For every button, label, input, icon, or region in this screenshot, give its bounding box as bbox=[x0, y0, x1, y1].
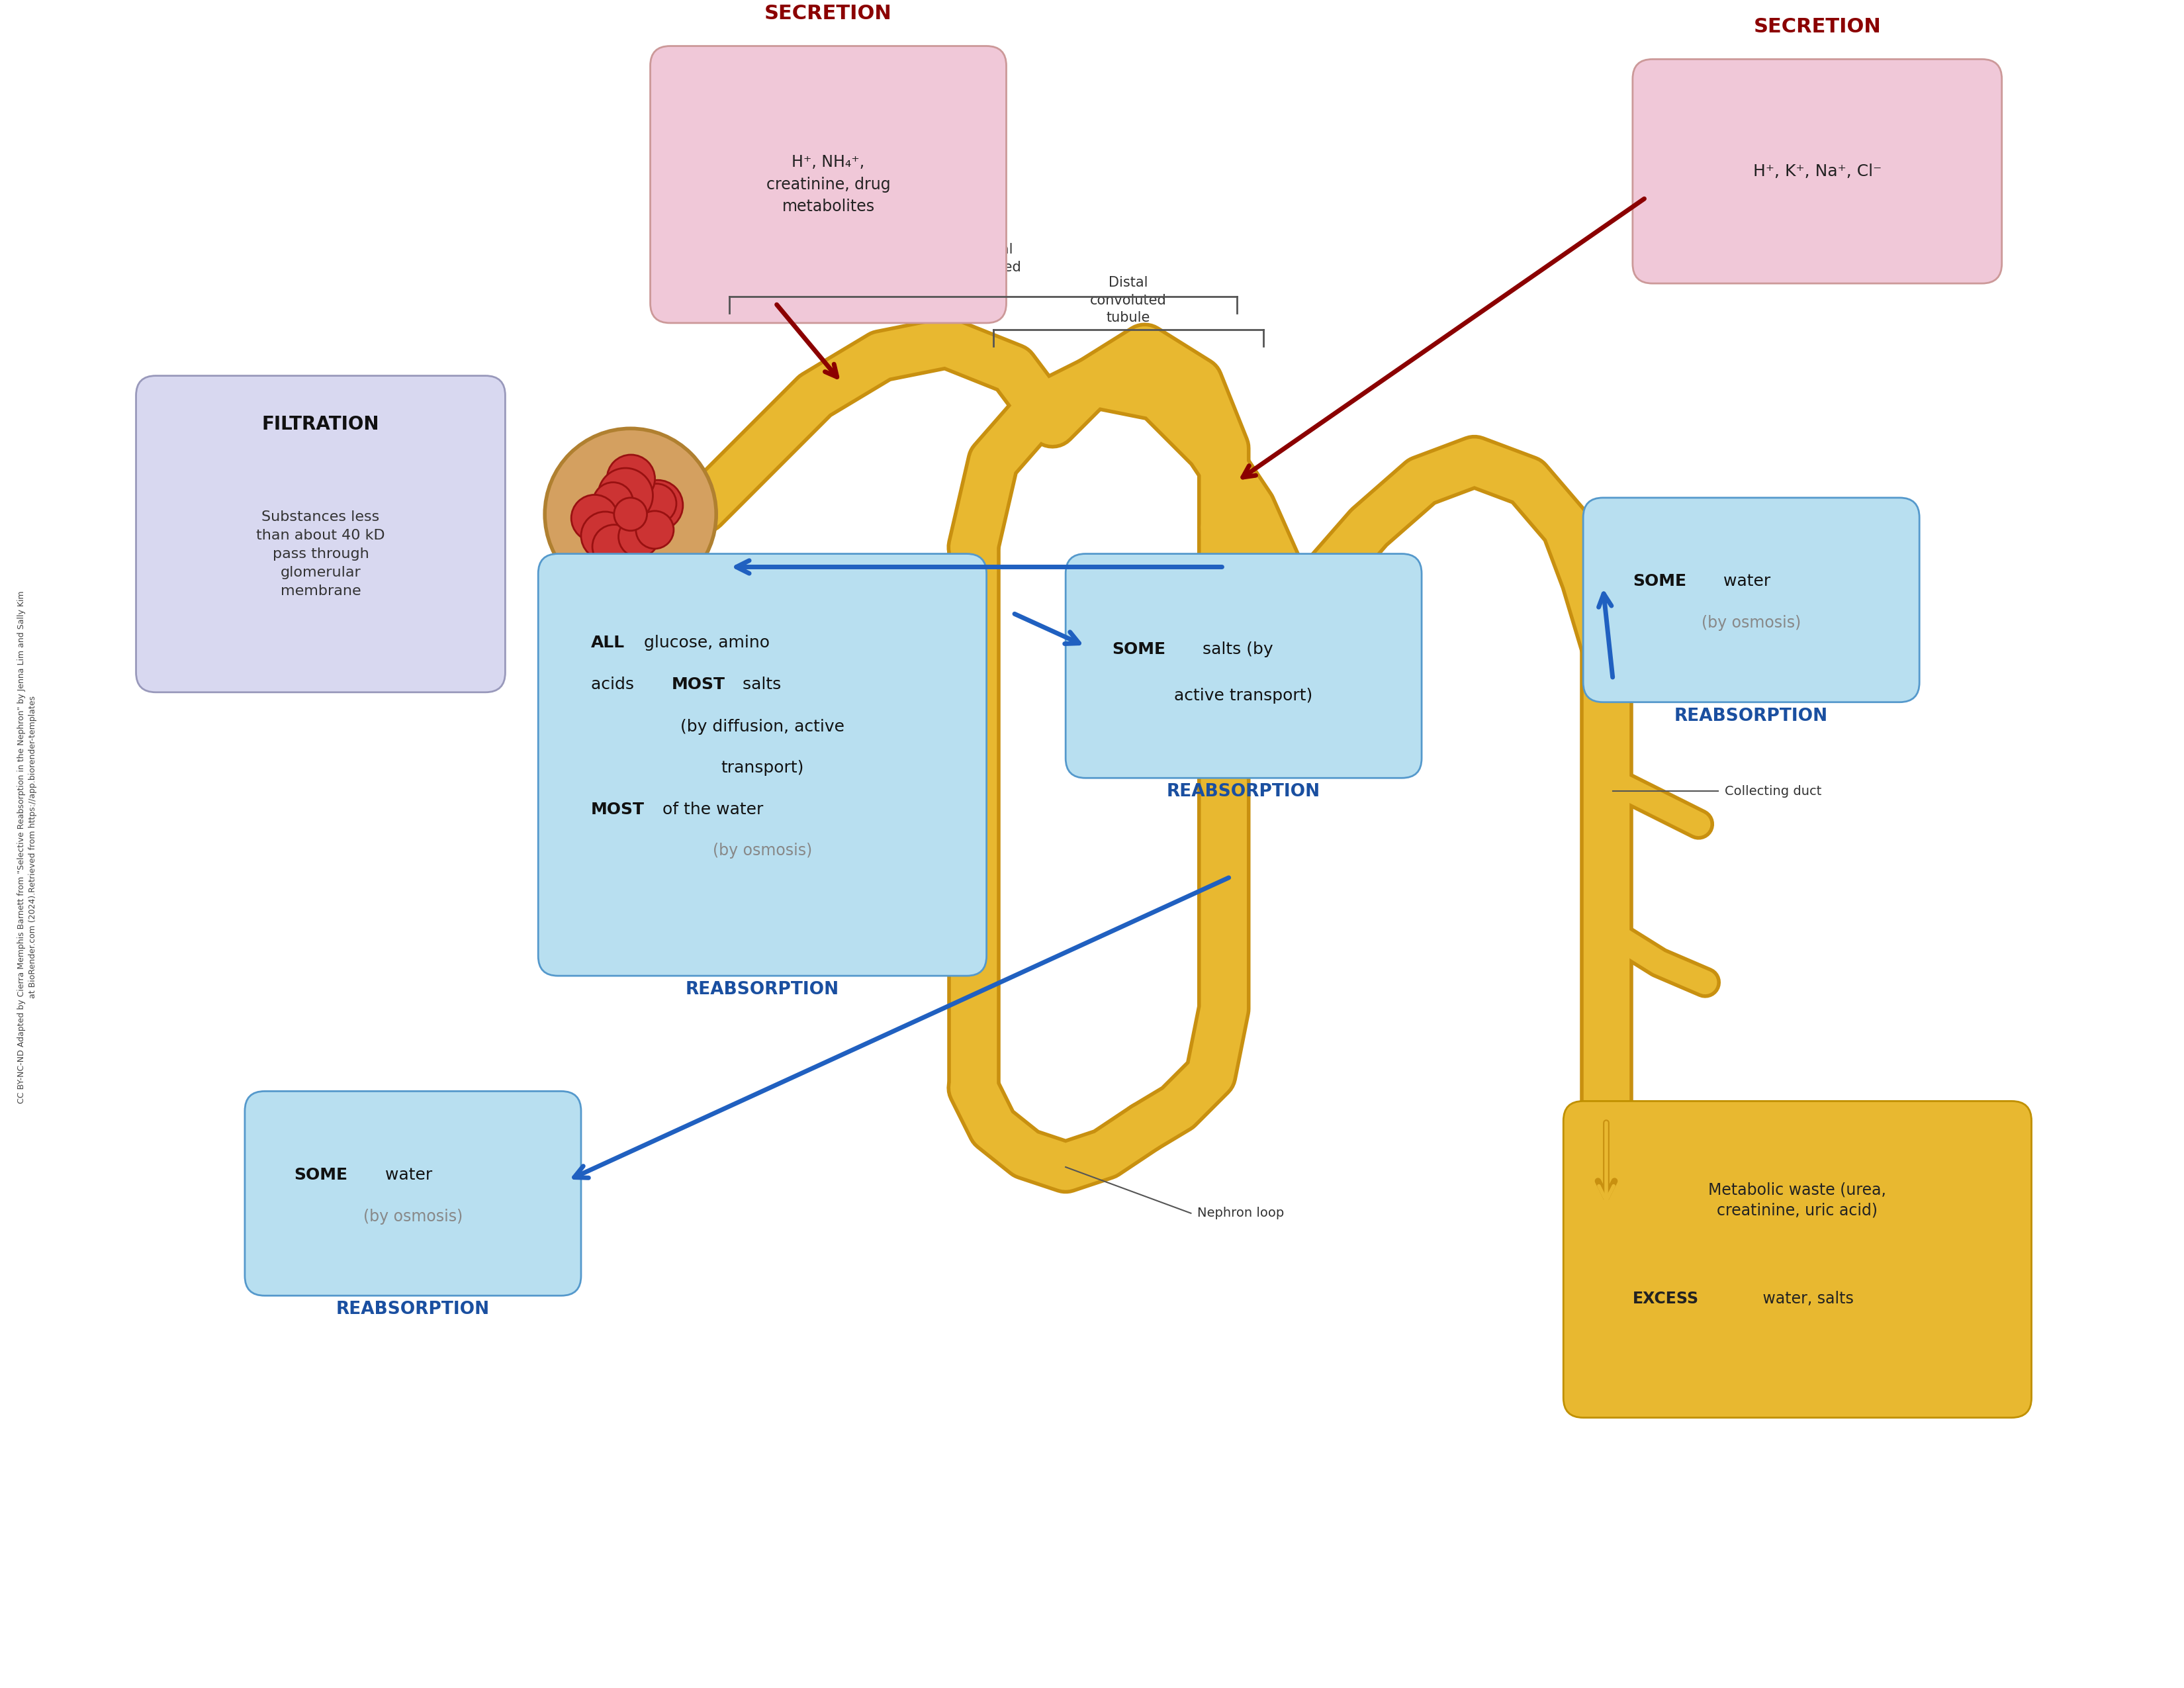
Text: (by osmosis): (by osmosis) bbox=[1701, 614, 1802, 631]
Text: transport): transport) bbox=[721, 760, 804, 776]
Circle shape bbox=[592, 483, 633, 523]
Text: salts: salts bbox=[738, 677, 782, 692]
Circle shape bbox=[618, 517, 660, 557]
Circle shape bbox=[581, 511, 629, 560]
Circle shape bbox=[572, 495, 618, 542]
Text: water: water bbox=[380, 1166, 432, 1183]
Text: of the water: of the water bbox=[657, 802, 762, 817]
Circle shape bbox=[607, 454, 655, 503]
Text: REABSORPTION: REABSORPTION bbox=[336, 1301, 489, 1318]
Text: ALL: ALL bbox=[592, 635, 625, 652]
Circle shape bbox=[598, 468, 653, 523]
Text: SECRETION: SECRETION bbox=[1754, 17, 1880, 35]
Text: SOME: SOME bbox=[295, 1166, 347, 1183]
Text: Proximal
convoluted
tubule: Proximal convoluted tubule bbox=[946, 243, 1022, 292]
FancyBboxPatch shape bbox=[135, 376, 505, 692]
Text: H⁺, K⁺, Na⁺, Cl⁻: H⁺, K⁺, Na⁺, Cl⁻ bbox=[1754, 164, 1880, 179]
Text: EXCESS: EXCESS bbox=[1634, 1291, 1699, 1307]
Text: MOST: MOST bbox=[592, 802, 644, 817]
Circle shape bbox=[544, 429, 716, 599]
Text: active transport): active transport) bbox=[1175, 687, 1313, 704]
Text: (by diffusion, active: (by diffusion, active bbox=[679, 719, 845, 734]
Text: water, salts: water, salts bbox=[1758, 1291, 1854, 1307]
Circle shape bbox=[633, 479, 684, 530]
Text: Substances less
than about 40 kD
pass through
glomerular
membrane: Substances less than about 40 kD pass th… bbox=[256, 510, 384, 598]
Text: acids: acids bbox=[592, 677, 640, 692]
FancyBboxPatch shape bbox=[1066, 554, 1422, 778]
Text: CC BY-NC-ND Adapted by Cierra Memphis Barnett from "Selective Reabsorption in th: CC BY-NC-ND Adapted by Cierra Memphis Ba… bbox=[17, 591, 37, 1104]
Circle shape bbox=[636, 511, 673, 549]
Text: Distal
convoluted
tubule: Distal convoluted tubule bbox=[1090, 277, 1166, 324]
Text: SOME: SOME bbox=[1112, 641, 1166, 657]
FancyBboxPatch shape bbox=[245, 1090, 581, 1296]
Text: glucose, amino: glucose, amino bbox=[638, 635, 769, 652]
Text: SECRETION: SECRETION bbox=[764, 3, 891, 24]
Text: Metabolic waste (urea,
creatinine, uric acid): Metabolic waste (urea, creatinine, uric … bbox=[1708, 1182, 1887, 1219]
Text: (by osmosis): (by osmosis) bbox=[363, 1209, 463, 1224]
Text: H⁺, NH₄⁺,
creatinine, drug
metabolites: H⁺, NH₄⁺, creatinine, drug metabolites bbox=[767, 154, 891, 214]
FancyBboxPatch shape bbox=[651, 46, 1007, 322]
Circle shape bbox=[614, 498, 646, 530]
Text: salts (by: salts (by bbox=[1197, 641, 1273, 657]
Text: Collecting duct: Collecting duct bbox=[1725, 785, 1821, 797]
Text: MOST: MOST bbox=[670, 677, 725, 692]
FancyBboxPatch shape bbox=[1583, 498, 1920, 702]
FancyBboxPatch shape bbox=[1634, 59, 2003, 284]
Text: SOME: SOME bbox=[1634, 574, 1686, 589]
Text: REABSORPTION: REABSORPTION bbox=[1166, 783, 1321, 800]
Text: FILTRATION: FILTRATION bbox=[262, 415, 380, 434]
Text: Nephron loop: Nephron loop bbox=[1197, 1207, 1284, 1219]
Circle shape bbox=[636, 484, 677, 523]
FancyBboxPatch shape bbox=[537, 554, 987, 976]
Text: water: water bbox=[1719, 574, 1771, 589]
FancyBboxPatch shape bbox=[1564, 1101, 2031, 1418]
Text: REABSORPTION: REABSORPTION bbox=[1675, 707, 1828, 724]
Circle shape bbox=[592, 525, 636, 569]
Text: REABSORPTION: REABSORPTION bbox=[686, 981, 839, 998]
Text: (by osmosis): (by osmosis) bbox=[712, 842, 812, 859]
